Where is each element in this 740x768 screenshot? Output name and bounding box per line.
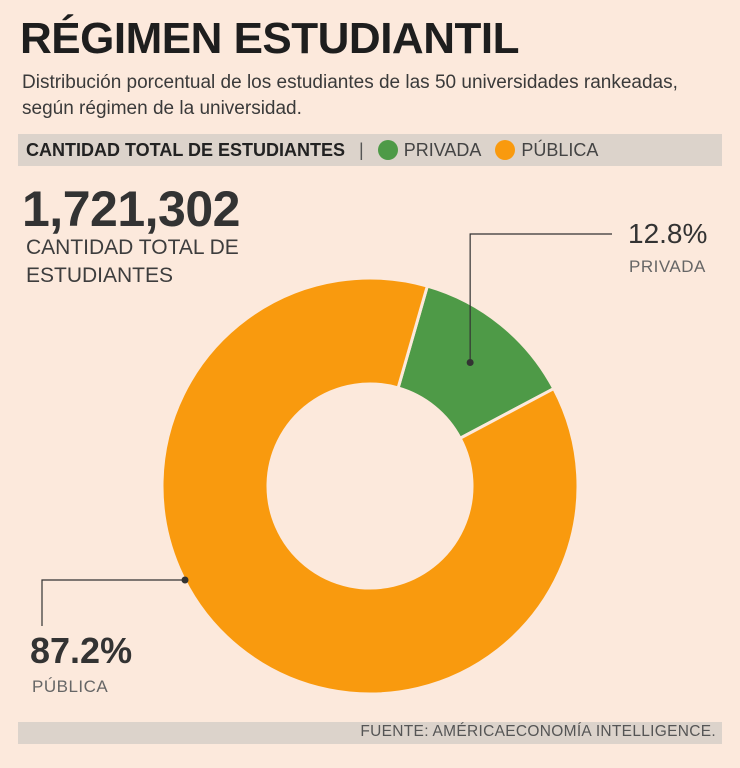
data-label-privada-name: PRIVADA <box>629 257 706 276</box>
donut-slice-publica <box>160 276 580 696</box>
legend-item-privada: PRIVADA <box>377 139 482 161</box>
chart-title: RÉGIMEN ESTUDIANTIL <box>20 14 519 63</box>
privada-leader-line <box>469 233 612 363</box>
data-label-privada-value: 12.8% <box>628 218 708 249</box>
total-students-value: 1,721,302 <box>22 181 240 237</box>
legend-separator: | <box>359 139 364 160</box>
legend-swatch-privada <box>377 140 398 160</box>
legend-item-publica: PÚBLICA <box>495 140 598 161</box>
privada-leader-dot <box>466 359 474 367</box>
legend-swatch-publica <box>495 140 516 160</box>
data-label-publica-value: 87.2% <box>30 630 133 671</box>
data-label-publica-name: PÚBLICA <box>32 677 109 696</box>
legend-label-publica: PÚBLICA <box>521 139 599 160</box>
publica-leader-line <box>41 579 185 626</box>
legend-bar: CANTIDAD TOTAL DE ESTUDIANTES | PRIVADA … <box>18 134 722 166</box>
source-bar: FUENTE: AMÉRICAECONOMÍA INTELLIGENCE. <box>18 722 722 744</box>
legend-title: CANTIDAD TOTAL DE ESTUDIANTES <box>26 139 346 160</box>
publica-leader-dot <box>181 576 189 584</box>
total-students-label: CANTIDAD TOTAL DE ESTUDIANTES <box>26 236 239 287</box>
chart-subtitle: Distribución porcentual de los estudiant… <box>22 72 678 119</box>
legend-label-privada: PRIVADA <box>403 139 482 160</box>
source-text: FUENTE: AMÉRICAECONOMÍA INTELLIGENCE. <box>360 723 716 740</box>
